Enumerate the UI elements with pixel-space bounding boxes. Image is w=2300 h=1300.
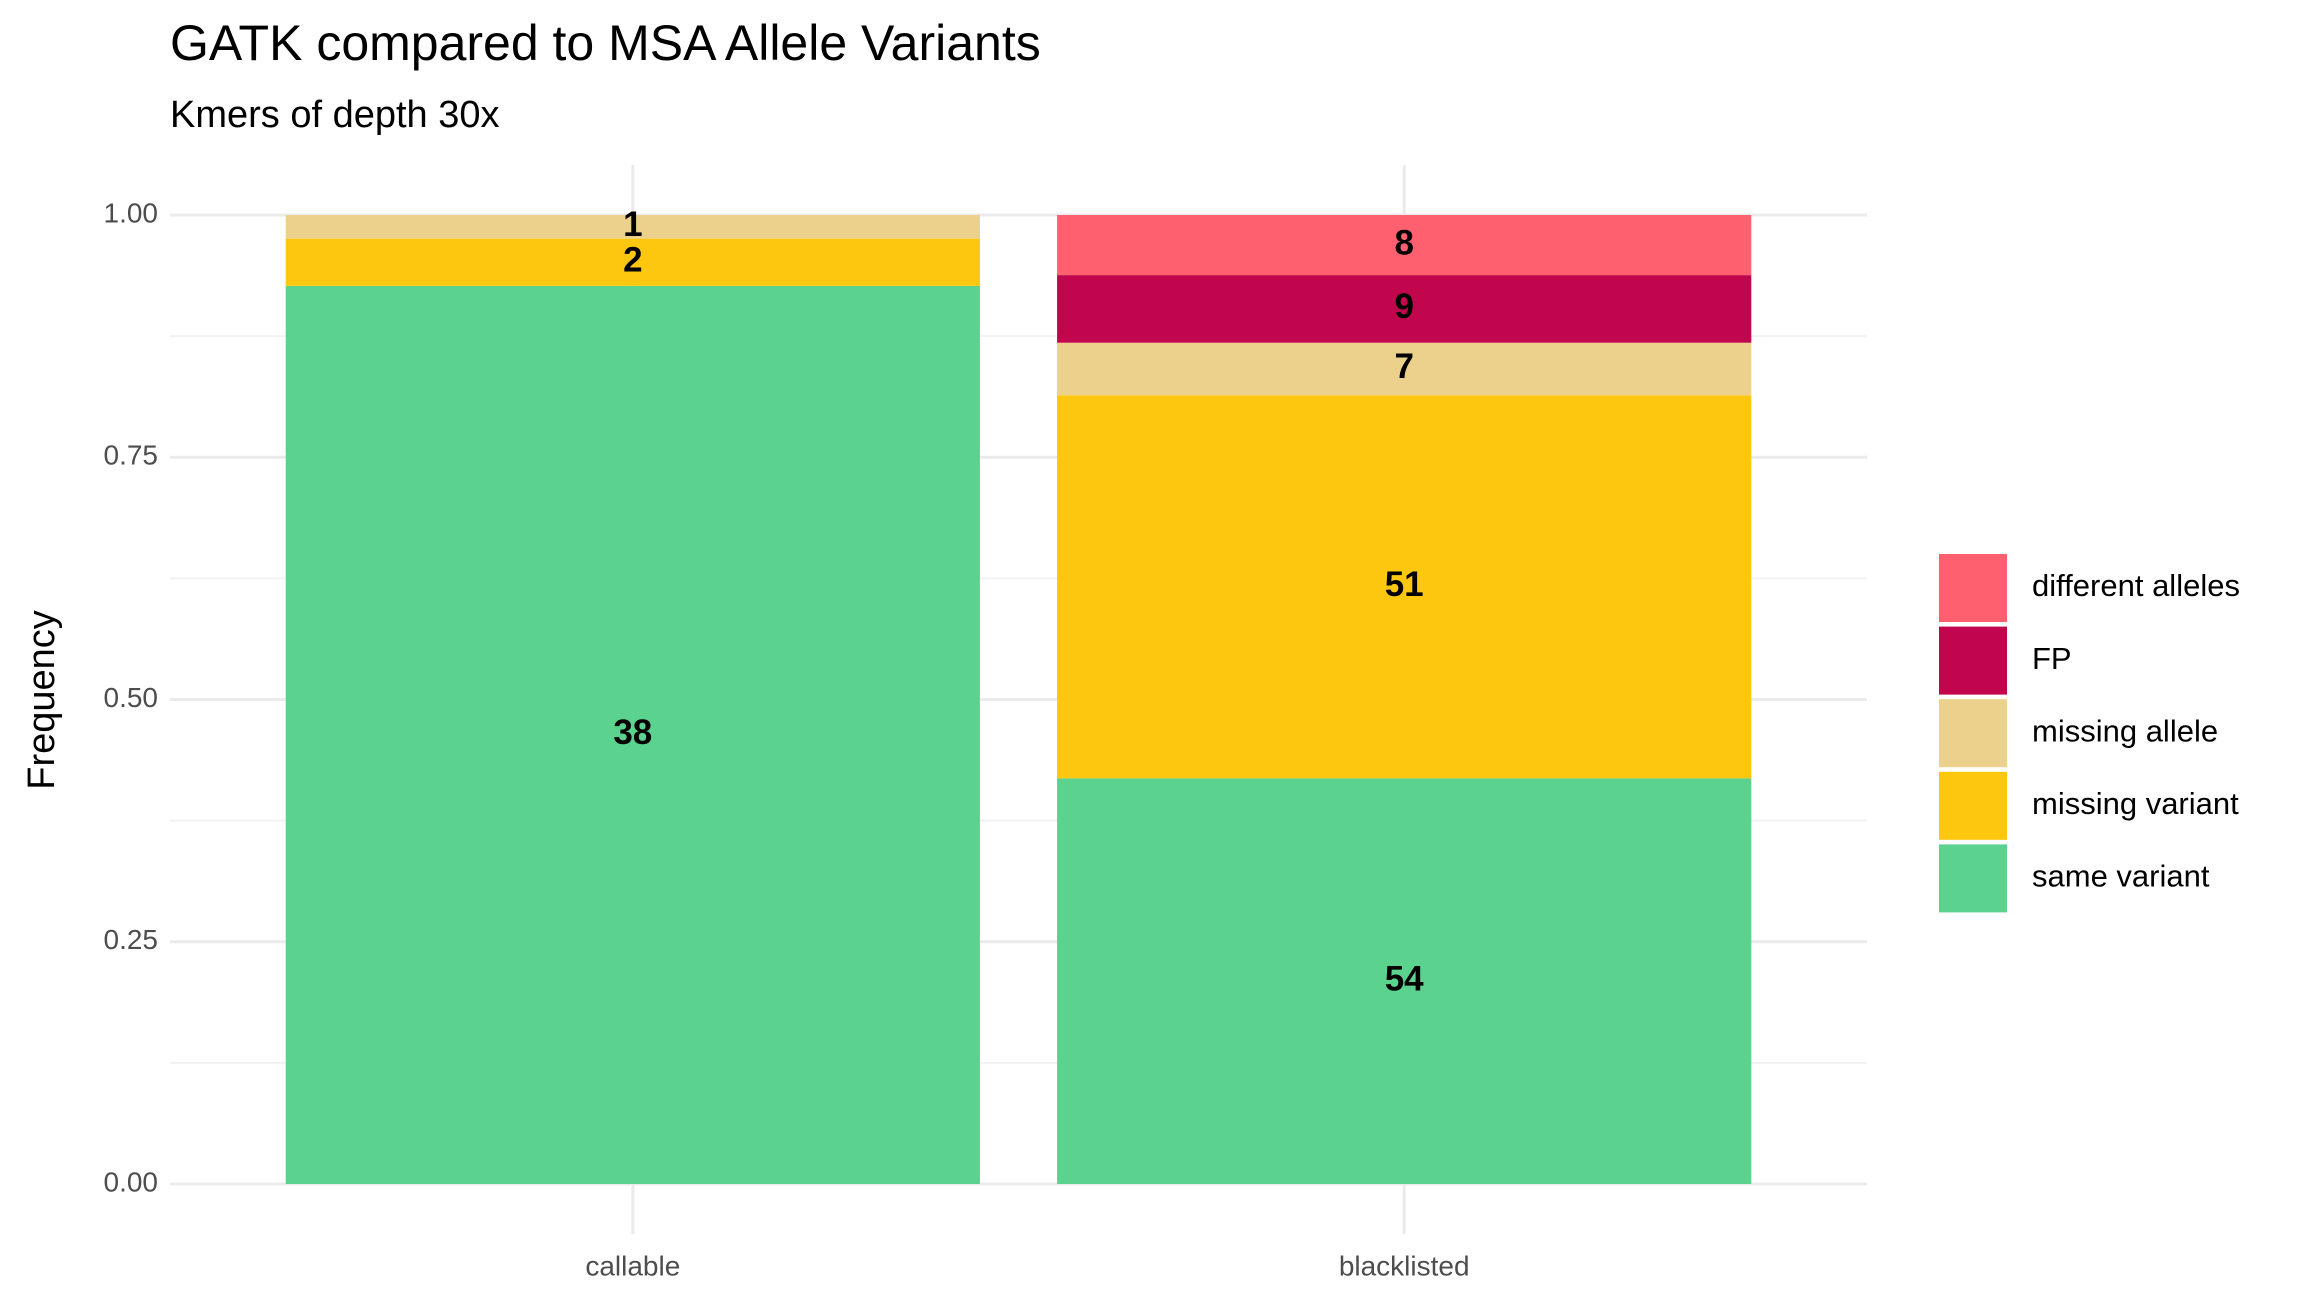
y-tick-label: 0.00: [104, 1166, 159, 1197]
bar-segment: [285, 238, 980, 286]
y-tick-label: 0.75: [104, 440, 159, 471]
legend-label: missing variant: [2032, 786, 2239, 821]
data-label: 1: [623, 205, 642, 244]
legend-key: [1939, 699, 2007, 768]
data-label: 2: [623, 241, 642, 280]
data-label: 51: [1385, 565, 1424, 604]
legend-label: missing allele: [2032, 713, 2218, 748]
x-tick-label: callable: [585, 1250, 680, 1281]
bar-segment: [1057, 395, 1752, 779]
data-label: 9: [1394, 287, 1413, 326]
data-label: 8: [1394, 223, 1413, 262]
legend-key: [1939, 844, 2007, 913]
chart-subtitle: Kmers of depth 30x: [170, 94, 500, 136]
bar-segment: [1057, 778, 1752, 1184]
bar-segment: [1057, 275, 1752, 343]
legend-key: [1939, 554, 2007, 622]
data-label: 7: [1394, 347, 1413, 386]
y-tick-label: 0.50: [104, 682, 159, 713]
bar-segment: [1057, 342, 1752, 396]
legend-key: [1939, 626, 2007, 695]
bar-segment: [1057, 215, 1752, 276]
chart-title: GATK compared to MSA Allele Variants: [170, 15, 1041, 71]
legend-key: [1939, 771, 2007, 840]
bar-segment: [285, 285, 980, 1184]
x-tick-label: blacklisted: [1339, 1250, 1470, 1281]
data-label: 54: [1385, 959, 1424, 998]
data-label: 38: [613, 713, 652, 752]
legend-label: different alleles: [2032, 568, 2240, 603]
y-axis-label: Frequency: [21, 610, 63, 790]
legend-label: same variant: [2032, 859, 2210, 894]
y-tick-label: 0.25: [104, 924, 159, 955]
bar-segment: [285, 215, 980, 239]
legend-label: FP: [2032, 641, 2072, 676]
y-tick-label: 1.00: [104, 197, 159, 228]
